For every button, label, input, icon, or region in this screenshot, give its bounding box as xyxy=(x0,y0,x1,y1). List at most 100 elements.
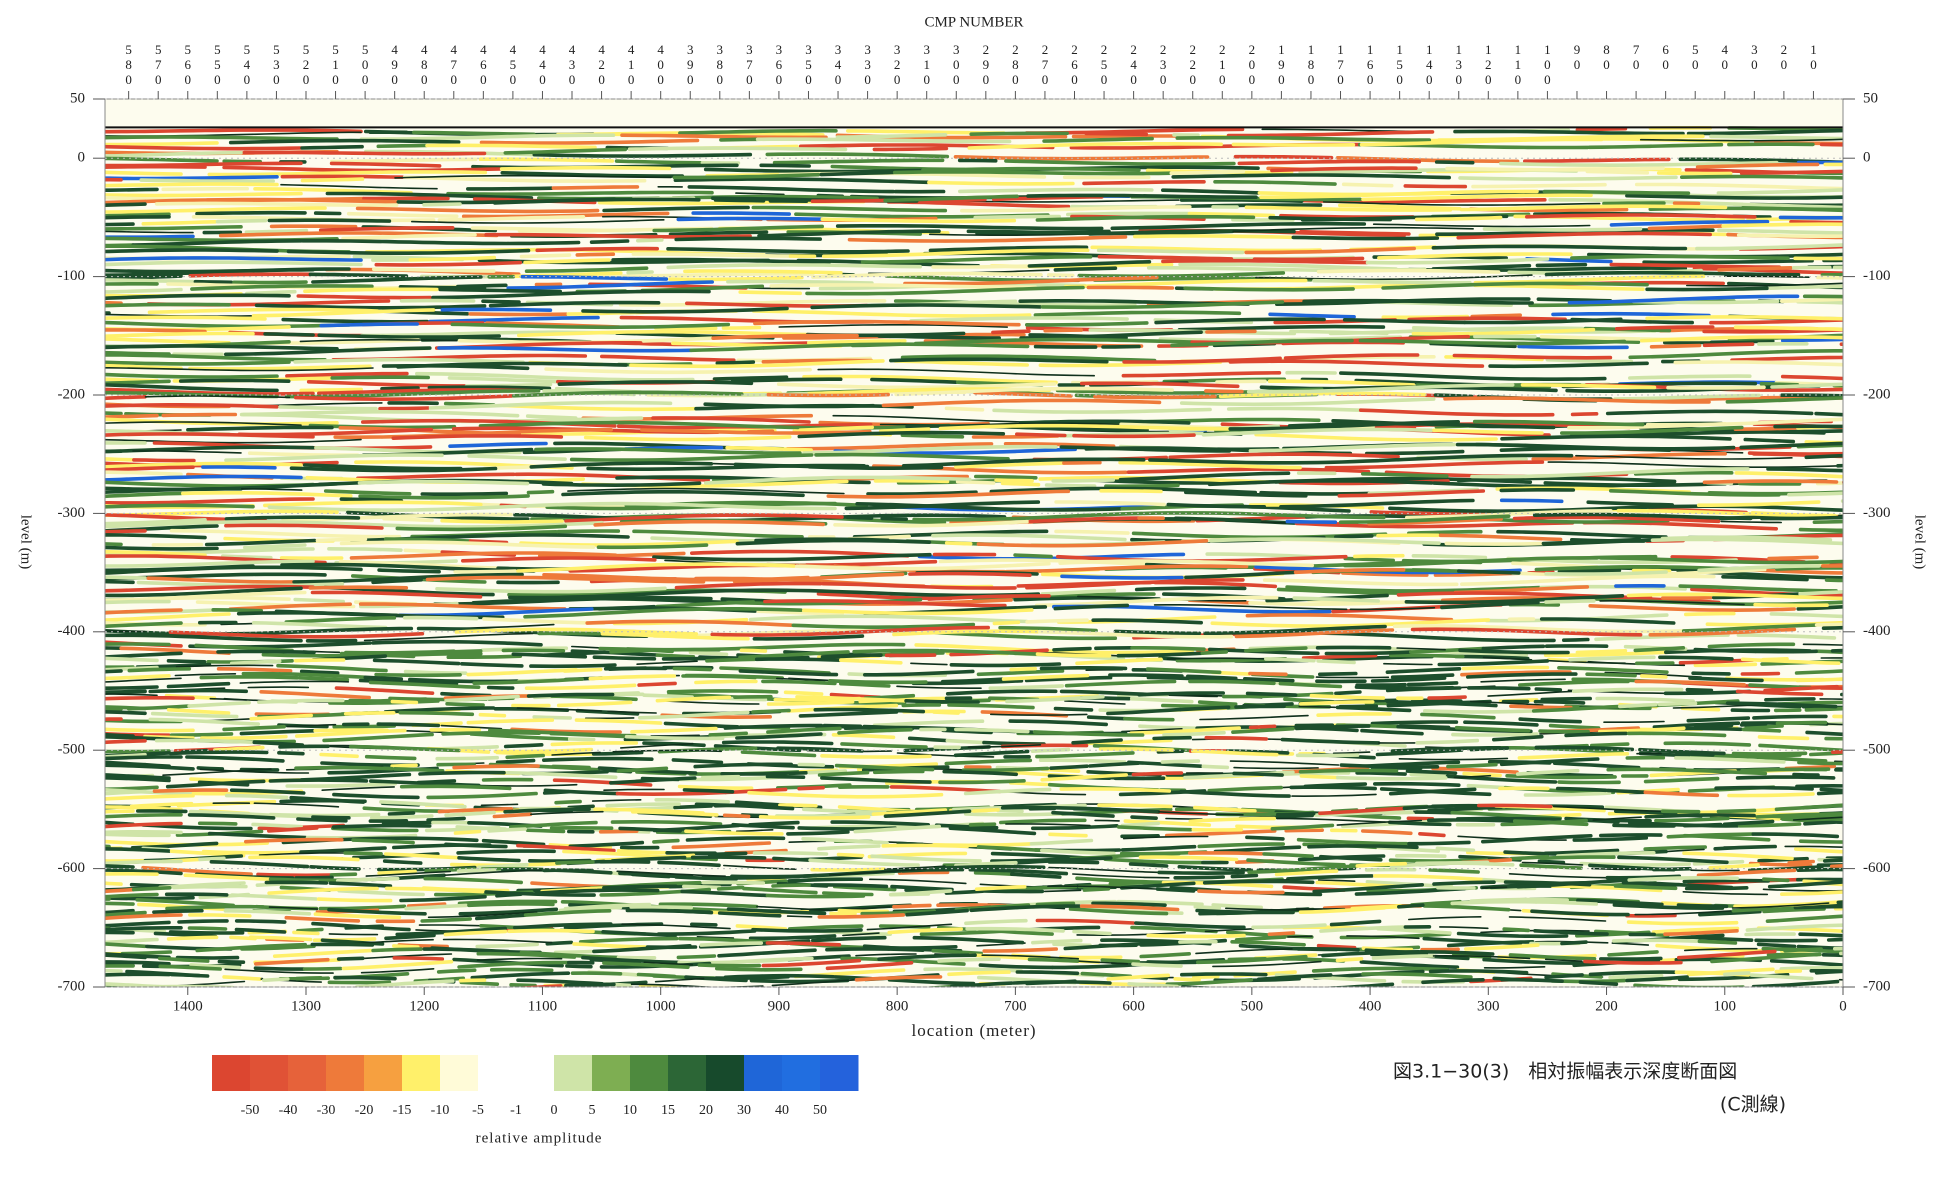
seismic-trace xyxy=(1035,901,1076,907)
seismic-trace xyxy=(487,827,527,833)
x-tick-label: 1300 xyxy=(291,998,321,1014)
seismic-trace xyxy=(1847,677,1883,679)
seismic-trace xyxy=(541,756,654,763)
seismic-trace xyxy=(1499,498,1564,504)
colorbar-tick-label: -30 xyxy=(317,1103,336,1118)
seismic-trace xyxy=(383,706,496,714)
seismic-trace xyxy=(354,979,455,987)
seismic-trace xyxy=(964,918,1028,926)
seismic-trace xyxy=(1040,848,1116,856)
seismic-trace xyxy=(889,785,1002,794)
seismic-trace xyxy=(1123,819,1212,827)
seismic-trace xyxy=(338,559,499,570)
colorbar-tick-label: -15 xyxy=(393,1103,412,1118)
seismic-trace xyxy=(1585,169,1650,175)
colorbar-box xyxy=(402,1055,441,1091)
seismic-trace xyxy=(1113,629,1202,636)
seismic-trace xyxy=(1420,712,1496,720)
seismic-trace xyxy=(285,781,398,788)
seismic-trace xyxy=(1232,771,1284,777)
seismic-trace xyxy=(1101,344,1141,349)
seismic-trace xyxy=(1562,637,1590,643)
top-tick-label: 150 xyxy=(1392,42,1407,87)
seismic-trace xyxy=(105,461,303,469)
seismic-trace xyxy=(705,657,757,663)
seismic-trace xyxy=(207,831,308,840)
seismic-trace xyxy=(1385,686,1462,693)
seismic-trace xyxy=(329,161,442,168)
seismic-trace xyxy=(1234,935,1287,942)
seismic-trace xyxy=(1735,689,1824,697)
seismic-trace xyxy=(1349,966,1450,972)
caption-sub: (C測線) xyxy=(1720,1094,1786,1116)
seismic-trace xyxy=(492,197,701,205)
seismic-trace xyxy=(444,810,496,818)
seismic-trace xyxy=(1040,300,1285,310)
seismic-trace xyxy=(1246,858,1346,867)
seismic-trace xyxy=(1193,904,1222,910)
seismic-trace xyxy=(1173,976,1201,982)
seismic-trace xyxy=(1079,381,1240,389)
seismic-trace xyxy=(1599,833,1663,838)
seismic-trace xyxy=(1605,409,1814,416)
seismic-trace xyxy=(755,137,1012,144)
seismic-trace xyxy=(738,650,850,660)
seismic-trace xyxy=(1233,766,1319,770)
top-tick-label: 270 xyxy=(1037,42,1052,87)
top-tick-label: 540 xyxy=(239,42,254,87)
seismic-trace xyxy=(1656,171,1733,176)
seismic-trace xyxy=(825,947,925,953)
seismic-trace xyxy=(629,905,694,910)
seismic-trace xyxy=(994,478,1034,483)
seismic-trace xyxy=(166,658,207,664)
seismic-trace xyxy=(1152,735,1192,741)
seismic-trace xyxy=(921,166,1141,173)
seismic-trace xyxy=(1715,753,1828,763)
seismic-trace xyxy=(161,412,238,418)
seismic-trace xyxy=(810,935,887,943)
seismic-trace xyxy=(1499,757,1600,767)
colorbar-box xyxy=(668,1055,707,1091)
seismic-trace xyxy=(609,647,721,654)
seismic-trace xyxy=(105,793,195,801)
seismic-trace xyxy=(502,403,698,412)
seismic-trace xyxy=(187,926,228,931)
seismic-trace xyxy=(817,844,881,851)
seismic-trace xyxy=(1128,862,1169,868)
seismic-trace xyxy=(1663,928,1739,937)
seismic-trace xyxy=(1098,747,1175,752)
seismic-trace xyxy=(992,407,1212,414)
seismic-trace xyxy=(973,474,1038,480)
seismic-trace xyxy=(1828,563,1843,568)
seismic-trace xyxy=(1734,471,1843,479)
seismic-trace xyxy=(1003,441,1116,449)
seismic-trace xyxy=(1137,691,1225,697)
seismic-trace xyxy=(252,740,305,747)
seismic-trace xyxy=(349,551,618,560)
seismic-trace xyxy=(1299,229,1411,236)
seismic-trace xyxy=(404,903,468,911)
seismic-trace xyxy=(363,632,534,642)
seismic-trace xyxy=(954,860,1018,868)
seismic-trace xyxy=(1080,971,1133,979)
seismic-trace xyxy=(308,272,409,278)
seismic-trace xyxy=(1138,855,1239,862)
seismic-trace xyxy=(603,666,668,671)
seismic-trace xyxy=(1845,481,1929,483)
seismic-trace xyxy=(1170,338,1354,348)
seismic-trace xyxy=(618,298,887,307)
seismic-trace xyxy=(299,387,364,393)
seismic-trace xyxy=(105,302,231,308)
seismic-trace xyxy=(1334,690,1362,696)
seismic-trace xyxy=(105,256,363,262)
seismic-trace xyxy=(840,742,928,749)
seismic-trace xyxy=(1731,902,1830,909)
seismic-trace xyxy=(605,802,681,808)
seismic-trace xyxy=(1025,321,1149,327)
seismic-trace xyxy=(1488,362,1624,369)
seismic-trace xyxy=(105,328,207,334)
seismic-trace xyxy=(105,608,183,615)
seismic-trace xyxy=(1764,697,1816,702)
seismic-trace xyxy=(751,708,791,714)
seismic-trace xyxy=(553,949,594,955)
